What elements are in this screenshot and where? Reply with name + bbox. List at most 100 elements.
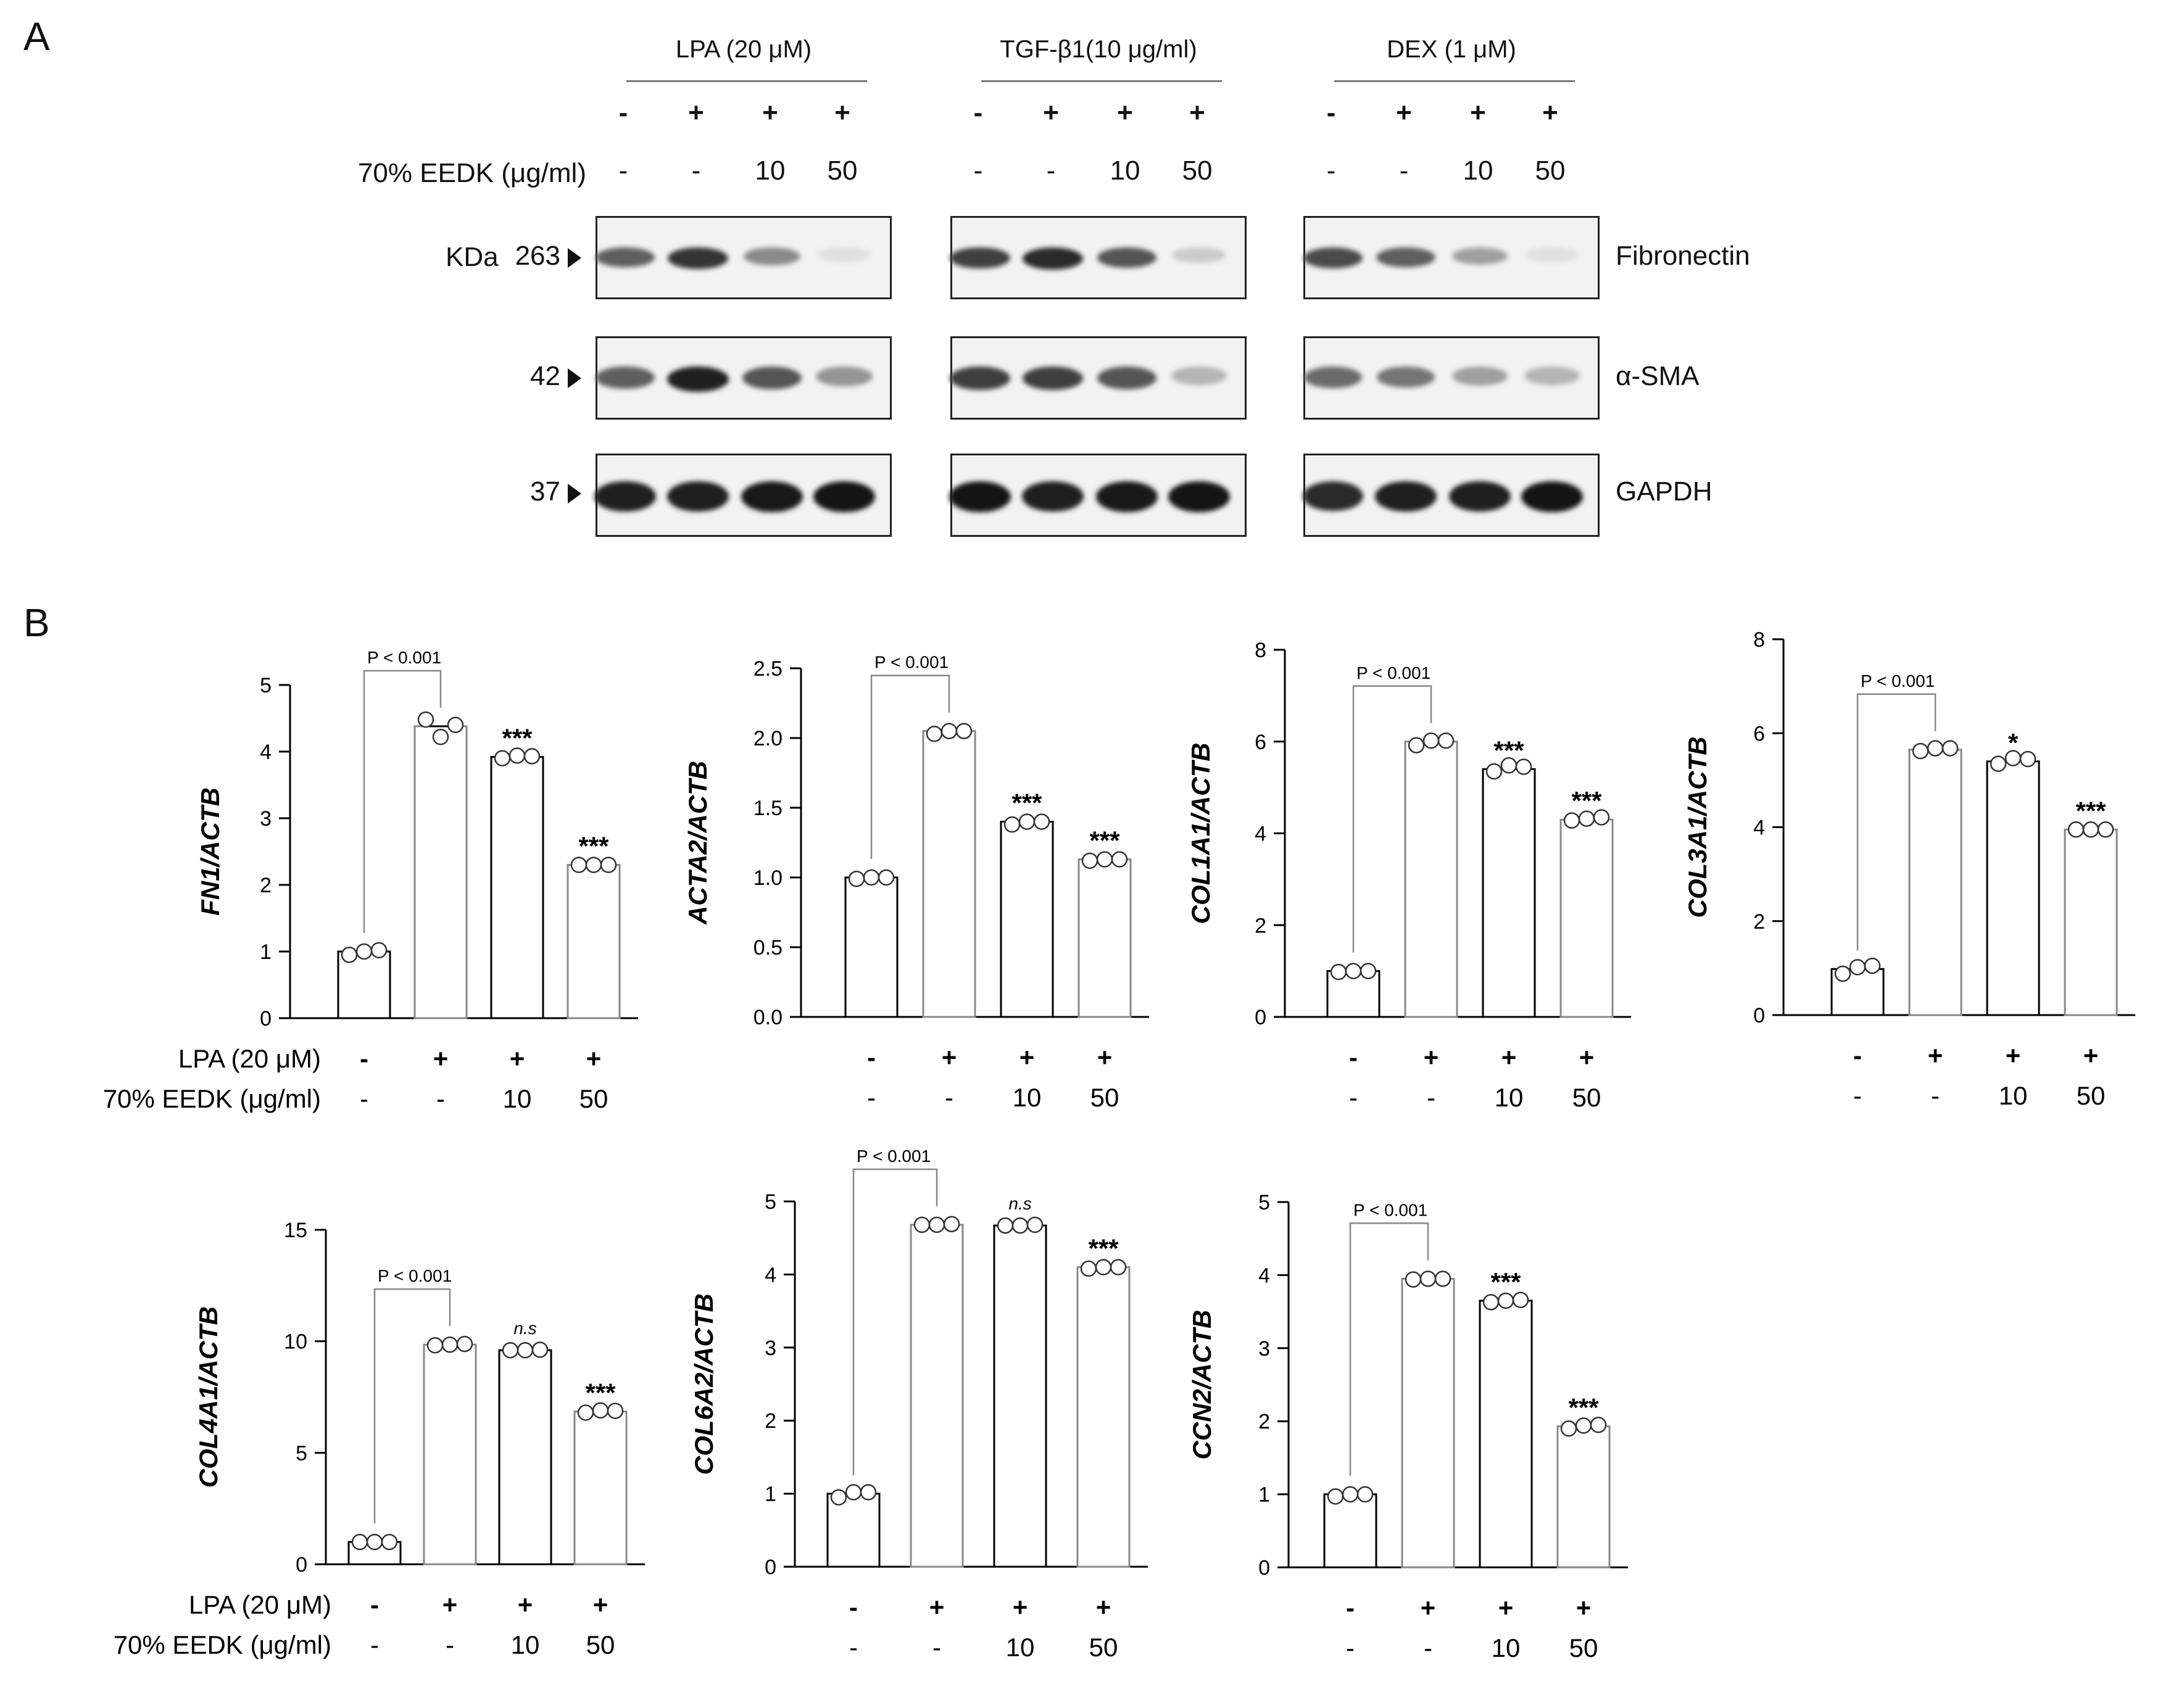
protein-band bbox=[1097, 366, 1156, 389]
y-tick-label: 3 bbox=[765, 1337, 776, 1360]
y-tick-label: 2 bbox=[1255, 914, 1266, 937]
data-point bbox=[456, 1335, 473, 1353]
y-tick-label: 2 bbox=[1753, 910, 1765, 934]
significance-annotation: *** bbox=[585, 1378, 616, 1407]
y-tick-label: 2.0 bbox=[754, 727, 783, 750]
significance-annotation: *** bbox=[1088, 1234, 1119, 1263]
data-point bbox=[600, 856, 617, 873]
data-point bbox=[1834, 965, 1851, 982]
panel-a-letter: A bbox=[23, 14, 50, 59]
protein-band bbox=[1376, 247, 1435, 268]
y-tick-label: 2 bbox=[260, 874, 272, 897]
y-tick-label: 1 bbox=[765, 1483, 776, 1506]
protein-label: GAPDH bbox=[1616, 476, 1713, 507]
data-point bbox=[1081, 852, 1098, 869]
data-point bbox=[1033, 813, 1050, 830]
data-point bbox=[1405, 1271, 1422, 1288]
data-point bbox=[1422, 732, 1440, 749]
y-tick-label: 0 bbox=[260, 1007, 272, 1031]
data-point bbox=[1003, 816, 1021, 833]
blot-strip bbox=[596, 336, 892, 420]
y-tick-label: 1.0 bbox=[754, 866, 783, 890]
blot-strip bbox=[950, 336, 1247, 420]
data-point bbox=[926, 725, 943, 742]
protein-band bbox=[594, 481, 656, 512]
significance-annotation: * bbox=[2008, 728, 2019, 757]
data-bar bbox=[922, 730, 976, 1018]
protein-band bbox=[1525, 247, 1579, 262]
significance-annotation: *** bbox=[1011, 789, 1042, 818]
data-bar bbox=[844, 876, 899, 1018]
data-bar bbox=[993, 1224, 1047, 1568]
x-sign-label: + bbox=[433, 1044, 449, 1073]
y-axis-label: FN1/ACTB bbox=[196, 787, 225, 916]
data-point bbox=[1408, 737, 1425, 753]
x-sign-label: - bbox=[1349, 1043, 1358, 1072]
data-point bbox=[531, 1342, 549, 1358]
data-bar bbox=[2064, 828, 2118, 1016]
lane-sign: + bbox=[1043, 97, 1059, 128]
comparison-bracket bbox=[1856, 693, 1937, 951]
data-point bbox=[502, 1342, 519, 1359]
protein-band bbox=[1302, 481, 1364, 512]
data-point bbox=[1849, 959, 1866, 976]
x-dose-label: - bbox=[1346, 1633, 1355, 1662]
data-point bbox=[1482, 1293, 1500, 1311]
protein-band bbox=[1451, 247, 1508, 265]
y-tick-label: 3 bbox=[1258, 1337, 1270, 1361]
protein-band bbox=[667, 366, 729, 392]
lane-dose: 50 bbox=[1535, 156, 1566, 186]
lane-dose: 10 bbox=[1110, 156, 1140, 186]
data-point bbox=[1080, 1260, 1097, 1277]
data-bar bbox=[1482, 768, 1536, 1018]
y-tick-label: 2.5 bbox=[754, 657, 783, 681]
data-point bbox=[494, 750, 511, 767]
data-point bbox=[366, 1533, 383, 1551]
data-point bbox=[878, 869, 895, 886]
data-bar bbox=[1000, 821, 1054, 1018]
significance-annotation: *** bbox=[1493, 736, 1524, 765]
blot-strip bbox=[596, 216, 892, 299]
p-value-label: P < 0.001 bbox=[874, 653, 949, 672]
x-dose-label: - bbox=[370, 1630, 379, 1659]
x-sign-label: + bbox=[1501, 1043, 1517, 1072]
significance-annotation: *** bbox=[1490, 1267, 1521, 1296]
data-point bbox=[955, 723, 973, 739]
p-value-label: P < 0.001 bbox=[857, 1147, 931, 1166]
comparison-bracket bbox=[1352, 685, 1432, 953]
treatment-group-label: LPA (20 μM) bbox=[675, 36, 812, 63]
protein-band bbox=[949, 481, 1011, 513]
lane-dose: - bbox=[1399, 156, 1409, 186]
data-point bbox=[845, 1483, 862, 1501]
x-dose-label: 10 bbox=[1013, 1083, 1042, 1112]
blot-strip bbox=[950, 216, 1247, 299]
data-bar bbox=[498, 1349, 552, 1566]
protein-band bbox=[1168, 481, 1230, 513]
significance-annotation: *** bbox=[578, 832, 609, 861]
y-tick-label: 2 bbox=[765, 1409, 776, 1433]
data-point bbox=[577, 1404, 594, 1421]
eedk-row-label: 70% EEDK (μg/ml) bbox=[114, 1630, 331, 1659]
molecular-weight-marker: 263 bbox=[515, 241, 560, 271]
y-axis-label: COL4A1/ACTB bbox=[194, 1306, 223, 1488]
marker-arrow-icon bbox=[568, 368, 581, 388]
data-point bbox=[1927, 740, 1944, 757]
protein-band bbox=[1096, 481, 1158, 512]
x-dose-label: 50 bbox=[1089, 1633, 1118, 1662]
blot-strip bbox=[1303, 336, 1600, 420]
x-dose-label: 10 bbox=[503, 1084, 532, 1113]
data-bar bbox=[1077, 858, 1132, 1018]
data-point bbox=[2097, 821, 2114, 838]
data-point bbox=[417, 711, 434, 728]
significance-annotation: *** bbox=[2075, 796, 2106, 825]
y-tick-label: 8 bbox=[1255, 639, 1266, 662]
data-bar bbox=[1479, 1300, 1533, 1569]
x-sign-label: + bbox=[1576, 1593, 1592, 1622]
data-bar bbox=[413, 725, 468, 1019]
data-point bbox=[830, 1489, 847, 1506]
lane-dose: 50 bbox=[827, 156, 858, 186]
significance-annotation: *** bbox=[1568, 1393, 1599, 1422]
protein-band bbox=[1449, 481, 1511, 512]
x-dose-label: 10 bbox=[1495, 1083, 1524, 1112]
data-point bbox=[1563, 812, 1580, 829]
